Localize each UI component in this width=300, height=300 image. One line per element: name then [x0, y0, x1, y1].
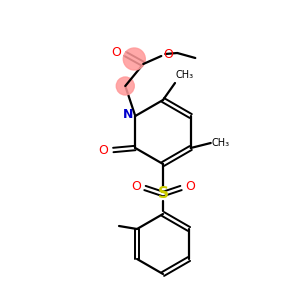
Text: N: N — [123, 109, 133, 122]
Text: O: O — [163, 47, 173, 61]
Text: O: O — [131, 181, 141, 194]
Text: O: O — [111, 46, 121, 59]
Circle shape — [116, 77, 134, 95]
Text: CH₃: CH₃ — [212, 138, 230, 148]
Text: O: O — [185, 181, 195, 194]
Text: S: S — [158, 187, 169, 202]
Text: CH₃: CH₃ — [176, 70, 194, 80]
Circle shape — [123, 48, 145, 70]
Text: O: O — [98, 143, 108, 157]
